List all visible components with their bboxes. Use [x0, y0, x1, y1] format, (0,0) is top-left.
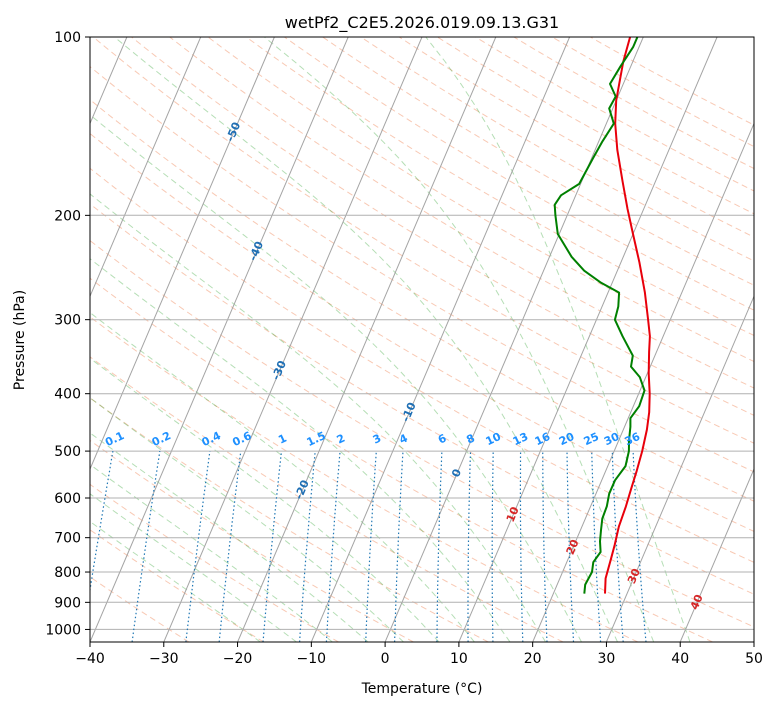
x-tick-label: 50 — [745, 651, 763, 667]
x-tick-label: 0 — [381, 651, 390, 667]
y-axis-label: Pressure (hPa) — [12, 290, 28, 390]
x-tick-label: −10 — [297, 651, 327, 667]
x-tick-label: 30 — [598, 651, 616, 667]
y-tick-label: 500 — [54, 444, 81, 460]
y-tick-label: 800 — [54, 565, 81, 581]
y-tick-label: 200 — [54, 208, 81, 224]
y-tick-label: 700 — [54, 531, 81, 547]
y-tick-label: 100 — [54, 30, 81, 46]
x-tick-label: −30 — [149, 651, 179, 667]
y-tick-label: 900 — [54, 595, 81, 611]
x-tick-label: 40 — [671, 651, 689, 667]
chart-title: wetPf2_C2E5.2026.019.09.13.G31 — [285, 13, 559, 33]
x-tick-label: 20 — [524, 651, 542, 667]
x-tick-label: −20 — [223, 651, 253, 667]
y-tick-label: 1000 — [45, 622, 81, 638]
y-tick-label: 400 — [54, 387, 81, 403]
x-axis-label: Temperature (°C) — [361, 681, 483, 697]
x-tick-label: 10 — [450, 651, 468, 667]
y-tick-label: 600 — [54, 491, 81, 507]
x-tick-label: −40 — [75, 651, 105, 667]
y-tick-label: 300 — [54, 313, 81, 329]
